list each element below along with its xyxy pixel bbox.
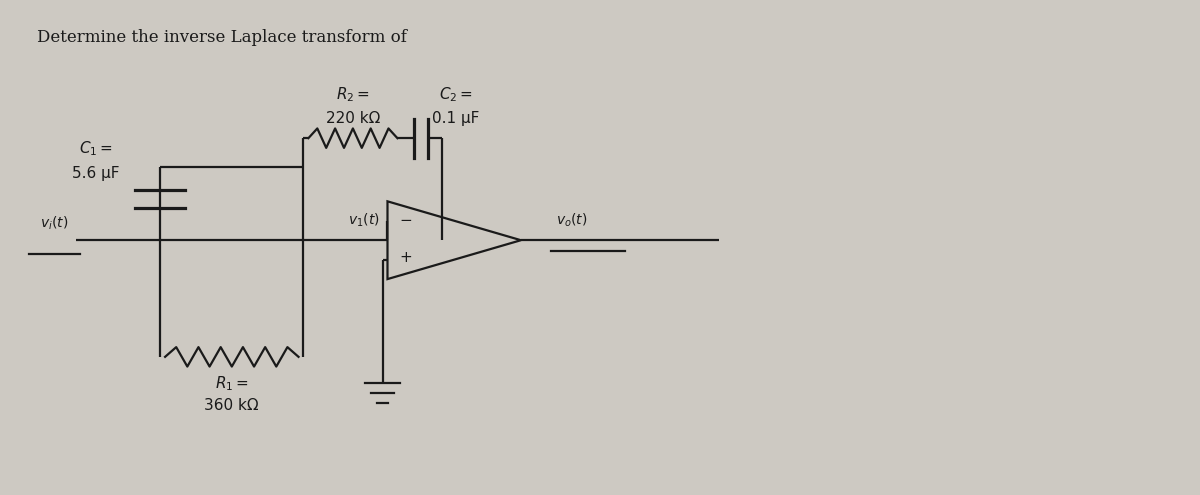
Text: 5.6 μF: 5.6 μF xyxy=(72,166,120,181)
Text: Determine the inverse Laplace transform of: Determine the inverse Laplace transform … xyxy=(36,29,407,47)
Text: $v_i(t)$: $v_i(t)$ xyxy=(40,215,68,233)
Text: $-$: $-$ xyxy=(398,211,412,226)
Text: 0.1 μF: 0.1 μF xyxy=(432,111,479,127)
Text: $R_2=$: $R_2=$ xyxy=(336,86,370,104)
Text: $C_2=$: $C_2=$ xyxy=(439,86,473,104)
Text: 220 kΩ: 220 kΩ xyxy=(325,111,380,127)
Text: $+$: $+$ xyxy=(398,250,412,265)
Text: $R_1=$: $R_1=$ xyxy=(215,374,248,393)
Text: $C_1=$: $C_1=$ xyxy=(79,140,113,158)
Text: $v_1(t)$: $v_1(t)$ xyxy=(348,211,379,229)
Text: 360 kΩ: 360 kΩ xyxy=(204,397,259,413)
Text: $v_o(t)$: $v_o(t)$ xyxy=(556,211,587,229)
